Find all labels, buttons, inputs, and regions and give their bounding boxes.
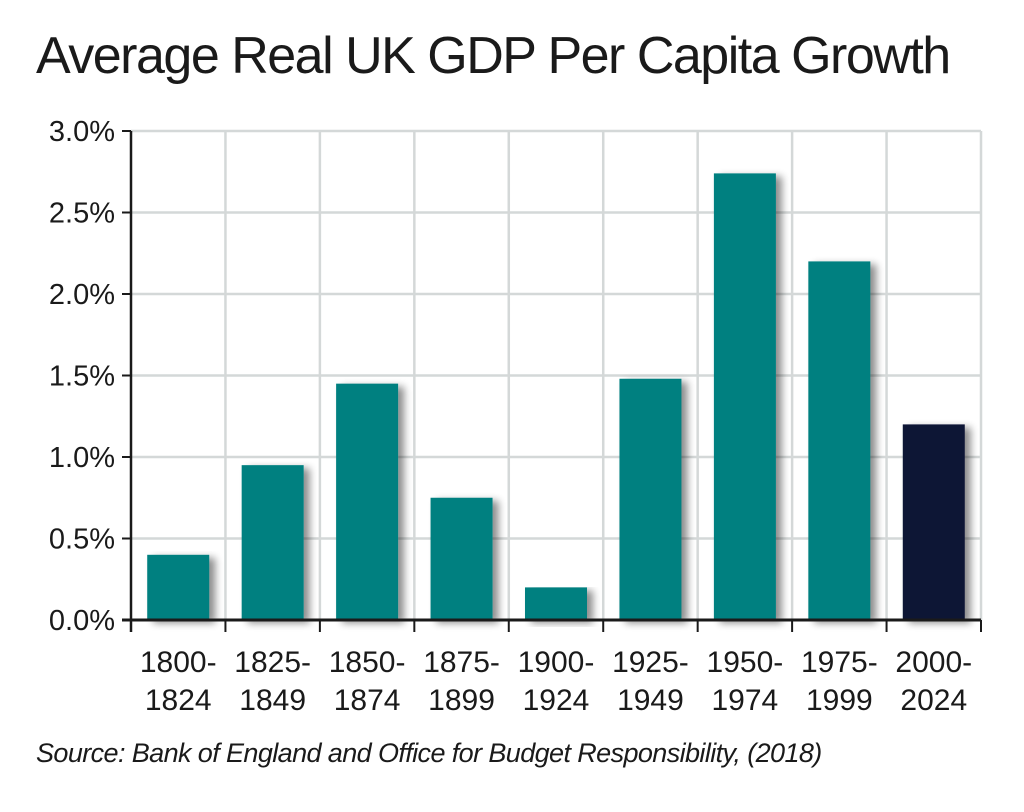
bar xyxy=(619,378,682,620)
x-tick-label: 1999 xyxy=(806,684,873,717)
x-tick-label: 1949 xyxy=(617,684,684,717)
bar xyxy=(902,424,965,620)
y-tick-label: 1.0% xyxy=(49,442,115,474)
x-tick-labels: 1800- 1824 1825- 1849 1850- 1874 1875- 1899 1900… xyxy=(140,646,972,717)
bar-chart: 0.0%0.5%1.0%1.5%2.0%2.5%3.0% 1800-182418… xyxy=(49,116,983,717)
y-tick-label: 3.0% xyxy=(49,116,115,148)
chart-title: Average Real UK GDP Per Capita Growth xyxy=(36,27,951,85)
bar xyxy=(147,554,210,620)
x-tick-label: 2000- xyxy=(895,646,972,679)
x-tick-label: 1825- xyxy=(234,646,311,679)
x-tick-label: 1875- xyxy=(423,646,500,679)
gridlines xyxy=(131,129,983,620)
bar xyxy=(241,465,304,620)
y-tick-label: 2.5% xyxy=(49,198,115,230)
x-tick-label: 1925- xyxy=(612,646,689,679)
axes xyxy=(122,130,982,632)
bar xyxy=(430,497,493,620)
x-tick-label: 1900- xyxy=(518,646,595,679)
y-tick-label: 0.5% xyxy=(49,524,115,556)
x-tick-label: 1950- xyxy=(707,646,784,679)
y-tick-labels: 0.0% 0.5% 1.0% 1.5% 2.0% 2.5% 3.0% xyxy=(49,116,115,637)
source-note: Source: Bank of England and Office for B… xyxy=(36,738,822,768)
bar xyxy=(808,261,871,620)
x-tick-label: 1974 xyxy=(712,684,779,717)
bar xyxy=(713,173,776,620)
x-tick-label: 1924 xyxy=(523,684,590,717)
x-tick-label: 1849 xyxy=(239,684,306,717)
x-tick-label: 1800- xyxy=(140,646,217,679)
x-tick-label: 2024 xyxy=(900,684,967,717)
bar xyxy=(336,383,399,620)
bars xyxy=(147,173,965,620)
x-tick-label: 1850- xyxy=(329,646,406,679)
x-tick-label: 1975- xyxy=(801,646,878,679)
x-tick-label: 1899 xyxy=(428,684,495,717)
bar xyxy=(525,587,587,620)
x-tick-label: 1824 xyxy=(145,684,212,717)
y-tick-label: 1.5% xyxy=(49,361,115,393)
y-tick-label: 0.0% xyxy=(49,605,115,637)
x-tick-label: 1874 xyxy=(334,684,401,717)
y-tick-label: 2.0% xyxy=(49,279,115,311)
